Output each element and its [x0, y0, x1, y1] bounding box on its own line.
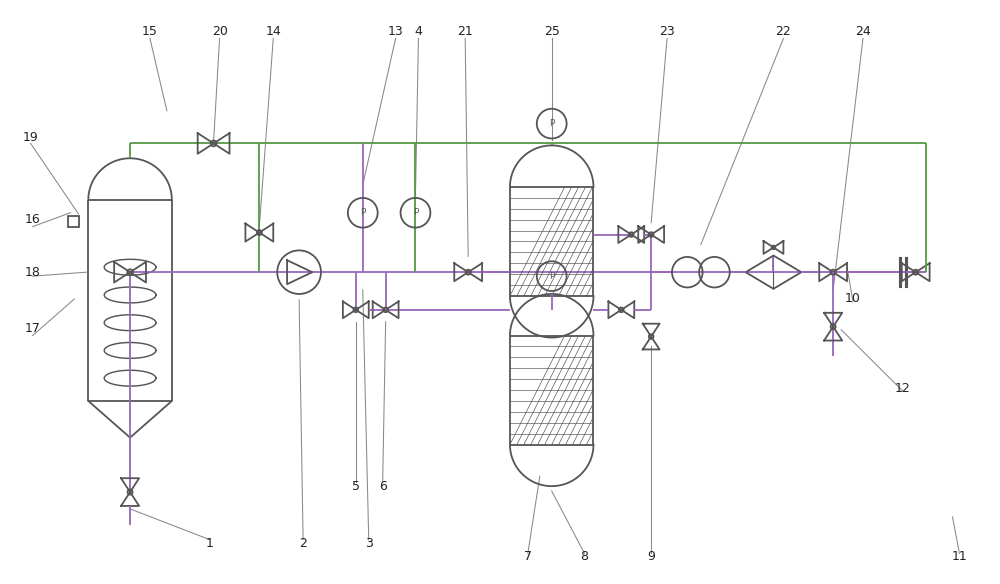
Text: 22: 22 — [776, 25, 791, 38]
Text: P: P — [549, 119, 554, 128]
Text: 14: 14 — [265, 25, 281, 38]
Text: 2: 2 — [299, 537, 307, 550]
Text: 16: 16 — [25, 213, 40, 226]
Text: P: P — [413, 208, 418, 217]
Text: 12: 12 — [895, 381, 911, 395]
Text: 17: 17 — [25, 322, 41, 335]
Text: 1: 1 — [206, 537, 214, 550]
Text: 8: 8 — [581, 550, 589, 563]
Text: P: P — [360, 208, 365, 217]
Text: 6: 6 — [379, 479, 387, 493]
Text: 11: 11 — [952, 550, 967, 563]
Text: 20: 20 — [212, 25, 228, 38]
Text: 24: 24 — [855, 25, 871, 38]
Text: 5: 5 — [352, 479, 360, 493]
Text: 19: 19 — [23, 131, 38, 144]
Text: 21: 21 — [457, 25, 473, 38]
Text: 18: 18 — [25, 266, 41, 279]
Text: 15: 15 — [142, 25, 158, 38]
Text: P: P — [549, 272, 554, 281]
Text: 13: 13 — [388, 25, 403, 38]
Text: 3: 3 — [365, 537, 373, 550]
Text: 25: 25 — [544, 25, 560, 38]
Text: 23: 23 — [659, 25, 675, 38]
Text: 9: 9 — [647, 550, 655, 563]
Text: 7: 7 — [524, 550, 532, 563]
Bar — [68, 216, 79, 227]
Text: 10: 10 — [845, 293, 861, 305]
Text: 4: 4 — [415, 25, 422, 38]
